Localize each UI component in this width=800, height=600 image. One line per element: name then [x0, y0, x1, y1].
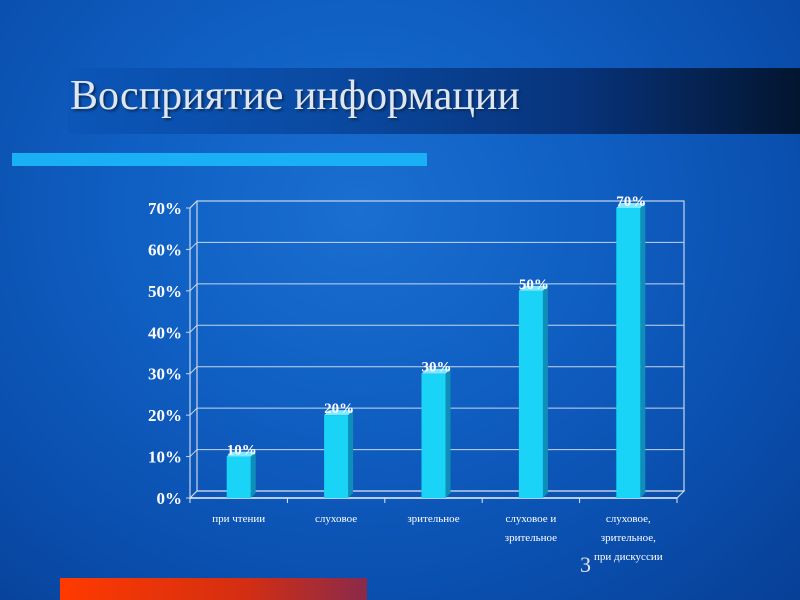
data-label: 20%: [324, 401, 354, 417]
y-tick-label: 20%: [148, 406, 182, 425]
data-label: 30%: [422, 360, 452, 376]
y-tick-label: 40%: [148, 323, 182, 342]
data-label: 10%: [227, 443, 257, 459]
x-tick-label: зрительное,: [601, 532, 656, 544]
x-tick-label: слуховое и: [506, 513, 557, 525]
gridline-side: [189, 242, 198, 250]
y-axis-top-edge: [189, 200, 198, 209]
y-tick-label: 30%: [148, 365, 182, 384]
title-band: [68, 68, 800, 134]
gridline-side: [189, 366, 198, 375]
chart-labels: 0% 10% 20% 30% 40% 50% 60% 70% 10% при чтении 20% с…: [148, 194, 663, 563]
y-tick-label: 10%: [148, 448, 182, 467]
bar-side: [348, 410, 354, 498]
bar: [616, 208, 641, 498]
slide-title: Восприятие информации: [70, 73, 520, 119]
bar-side: [640, 203, 646, 498]
bar: [518, 290, 543, 498]
x-tick-label: зрительное: [505, 532, 557, 544]
gridline-side: [189, 407, 198, 416]
x-tick-label: слуховое: [315, 513, 357, 525]
bottom-band: [60, 578, 367, 600]
x-tick-label: при дискуссии: [594, 551, 663, 563]
bar-side: [250, 451, 256, 498]
x-tick-label: при чтении: [212, 513, 265, 525]
data-label: 70%: [616, 194, 646, 210]
y-tick-label: 50%: [148, 282, 182, 301]
y-tick-label: 0%: [157, 489, 183, 508]
x-tick-label: зрительное: [407, 513, 459, 525]
accent-bar: [12, 153, 427, 166]
gridline-side: [189, 449, 198, 457]
bar-side: [542, 285, 548, 498]
y-tick-label: 60%: [148, 240, 182, 259]
bar-top: [616, 203, 646, 208]
bar: [324, 415, 349, 498]
bar-top: [226, 451, 256, 457]
gridline-side: [189, 324, 198, 333]
slide-number: 3: [580, 552, 591, 577]
gridline-side: [189, 283, 198, 292]
bar-top: [421, 368, 451, 374]
x-tick-label: слуховое,: [606, 513, 651, 525]
chart-bars: [226, 203, 646, 498]
data-label: 50%: [519, 277, 549, 293]
bar-top: [324, 410, 354, 416]
bar-top: [518, 285, 548, 291]
bar: [421, 373, 446, 498]
y-tick-label: 70%: [148, 199, 182, 218]
bar-side: [445, 368, 451, 498]
bar: [226, 456, 251, 498]
